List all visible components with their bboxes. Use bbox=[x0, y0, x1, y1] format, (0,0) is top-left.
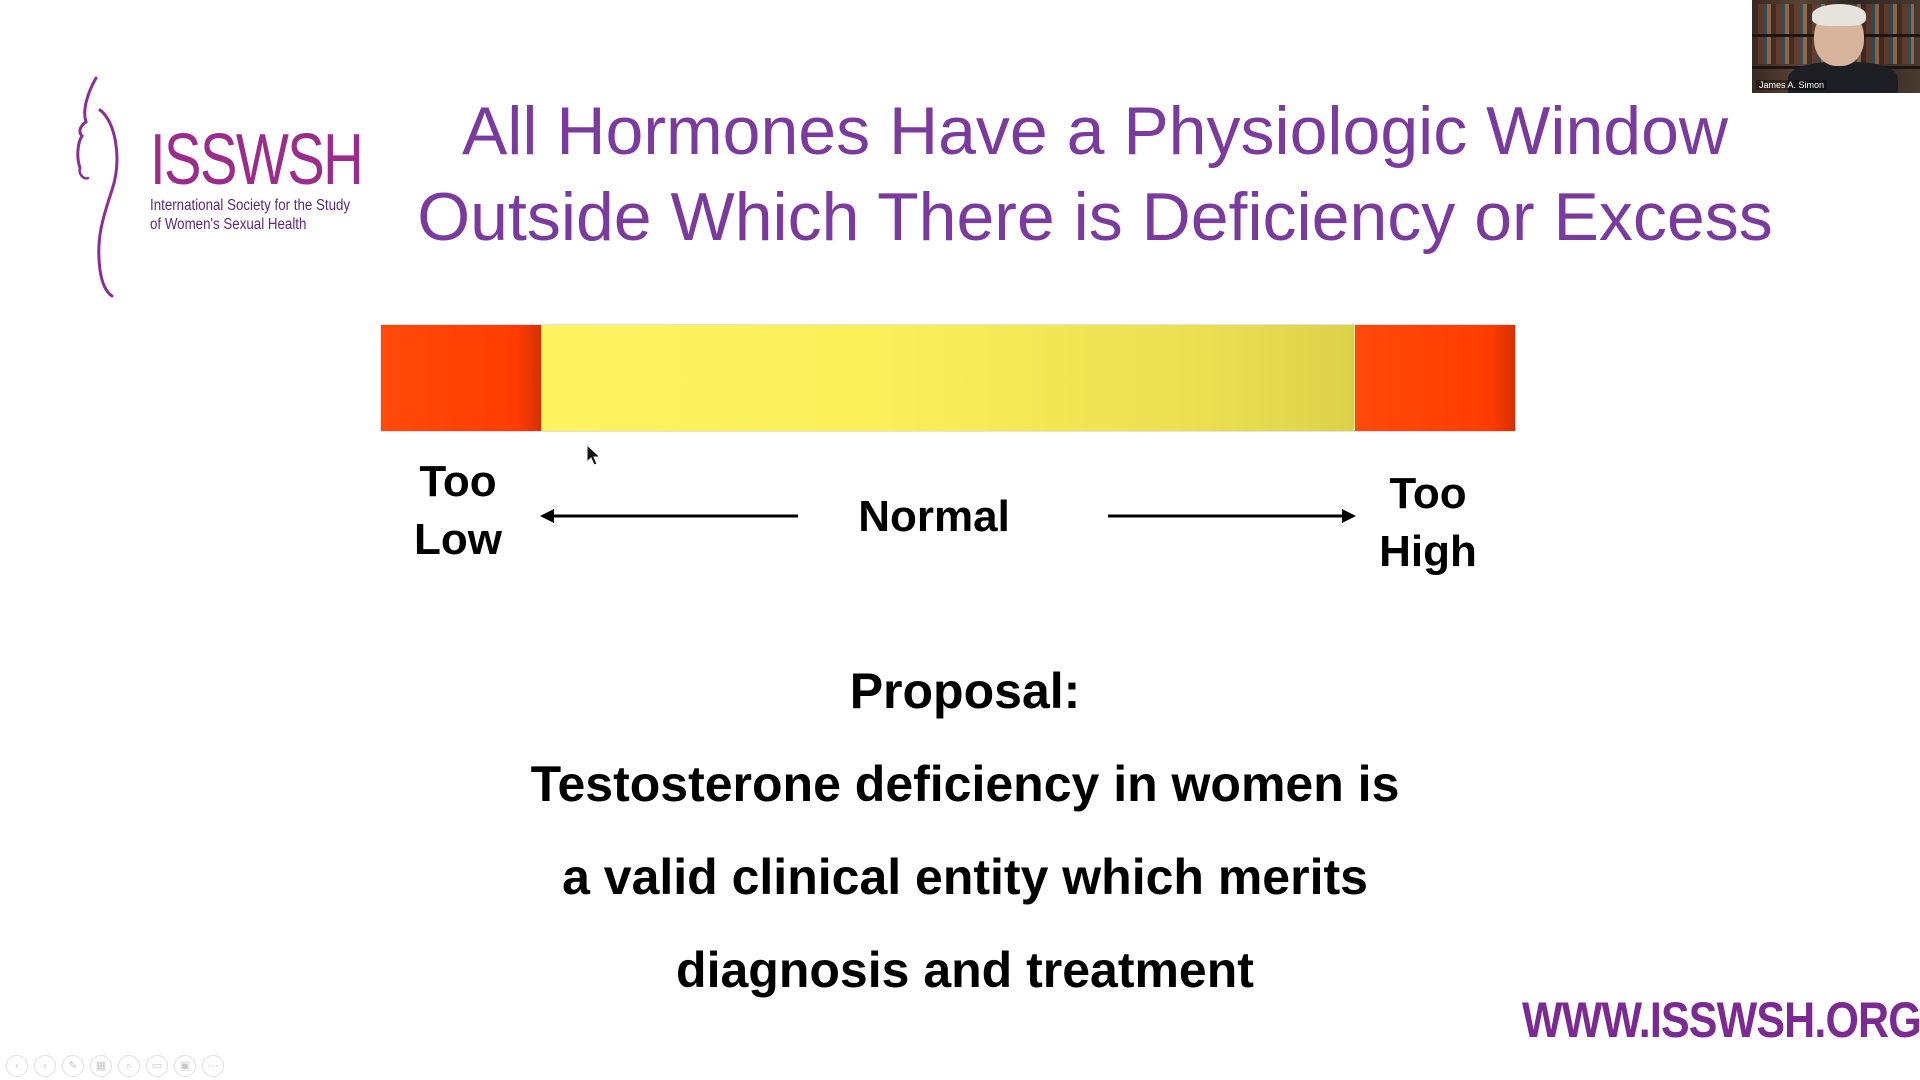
too-high-line-1: Too bbox=[1389, 469, 1467, 518]
pen-icon[interactable]: ✎ bbox=[62, 1055, 84, 1077]
next-icon[interactable]: › bbox=[34, 1055, 56, 1077]
woman-silhouette-icon bbox=[76, 76, 119, 298]
proposal-line-3: diagnosis and treatment bbox=[676, 942, 1254, 998]
zoom-icon[interactable]: ⌕ bbox=[118, 1055, 140, 1077]
logo-subtitle-line-1: International Society for the Study bbox=[150, 197, 351, 214]
website-url: WWW.ISSWSH.ORG bbox=[1522, 992, 1920, 1048]
presenter-body bbox=[1788, 62, 1898, 93]
proposal-block: Proposal: Testosterone deficiency in wom… bbox=[360, 645, 1570, 1017]
normal-label: Normal bbox=[858, 492, 1010, 541]
slides-icon[interactable]: ▦ bbox=[90, 1055, 112, 1077]
proposal-heading: Proposal: bbox=[849, 663, 1081, 719]
logo-name: ISSWSH bbox=[150, 120, 364, 200]
right-arrow-icon bbox=[1108, 509, 1356, 523]
logo-text: ISSWSH International Society for the Stu… bbox=[150, 124, 422, 234]
left-arrow-icon bbox=[540, 509, 798, 523]
isswsh-logo: ISSWSH International Society for the Stu… bbox=[72, 70, 372, 300]
too-high-segment bbox=[1355, 325, 1515, 431]
previous-icon[interactable]: ‹ bbox=[6, 1055, 28, 1077]
mouse-cursor-icon bbox=[586, 444, 602, 466]
more-icon[interactable]: ⋯ bbox=[202, 1055, 224, 1077]
too-high-label: Too High bbox=[1356, 465, 1500, 581]
title-line-1: All Hormones Have a Physiologic Window bbox=[461, 93, 1729, 169]
normal-segment bbox=[541, 325, 1355, 431]
subtitles-icon[interactable]: ▭ bbox=[146, 1055, 168, 1077]
logo-subtitle-line-2: of Women's Sexual Health bbox=[150, 216, 307, 233]
hormone-window-bar bbox=[380, 324, 1516, 432]
slide-title: All Hormones Have a Physiologic Window O… bbox=[360, 88, 1830, 260]
presenter-video-thumbnail[interactable]: James A. Simon bbox=[1752, 0, 1920, 93]
too-low-segment bbox=[381, 325, 541, 431]
too-low-line-2: Low bbox=[414, 515, 502, 564]
too-low-line-1: Too bbox=[419, 457, 497, 506]
camera-icon[interactable]: ▣ bbox=[174, 1055, 196, 1077]
proposal-line-1: Testosterone deficiency in women is bbox=[530, 756, 1400, 812]
too-low-label: Too Low bbox=[388, 453, 528, 569]
presenter-hair bbox=[1812, 4, 1866, 26]
too-high-line-2: High bbox=[1379, 527, 1477, 576]
title-line-2: Outside Which There is Deficiency or Exc… bbox=[417, 179, 1773, 255]
presenter-name: James A. Simon bbox=[1756, 80, 1828, 90]
presenter-controls: ‹ › ✎ ▦ ⌕ ▭ ▣ ⋯ bbox=[6, 1055, 224, 1077]
proposal-line-2: a valid clinical entity which merits bbox=[562, 849, 1368, 905]
